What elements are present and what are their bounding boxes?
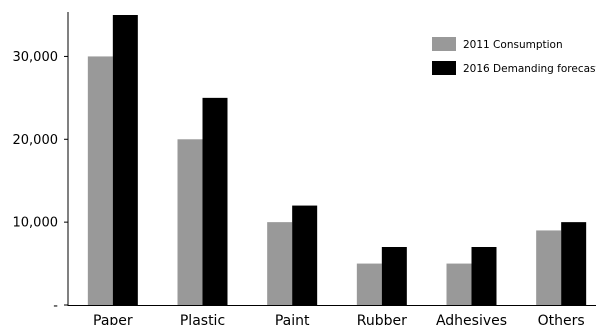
axes-layer xyxy=(67,12,596,306)
y-tick-label: 10,000 xyxy=(13,216,59,231)
bar-others-series-1 xyxy=(536,230,562,305)
y-ticks-layer: - 10,000 20,000 30,000 xyxy=(13,50,68,314)
bar-paint-series-1 xyxy=(267,222,293,305)
bar-others-series-2 xyxy=(561,222,587,305)
bar-adhesives-series-1 xyxy=(446,263,472,305)
x-tick-labels-layer: Paper Plastic Paint Rubber Adhesives Others xyxy=(93,313,585,329)
x-tick-label: Adhesives xyxy=(436,313,507,325)
legend-swatch-series-2 xyxy=(432,61,456,75)
y-tick-label: - xyxy=(53,299,58,314)
bar-adhesives-series-2 xyxy=(471,247,497,305)
x-tick-label: Paper xyxy=(93,313,133,325)
bars-layer xyxy=(87,15,587,306)
x-tick-label: Rubber xyxy=(357,313,407,325)
legend-label-series-1: 2011 Consumption xyxy=(463,39,563,51)
bar-plastic-series-1 xyxy=(177,139,203,305)
x-tick-label: Plastic xyxy=(180,313,225,325)
bar-paper-series-2 xyxy=(112,15,138,305)
legend-swatch-series-1 xyxy=(432,37,456,51)
x-tick-label: Others xyxy=(538,313,585,325)
bar-paper-series-1 xyxy=(87,56,113,306)
bar-rubber-series-1 xyxy=(356,263,382,305)
x-tick-label: Paint xyxy=(275,313,310,325)
y-tick-label: 20,000 xyxy=(13,133,59,148)
bar-paint-series-2 xyxy=(292,205,318,305)
bar-plastic-series-2 xyxy=(202,97,228,305)
legend-label-series-2: 2016 Demanding forecasting xyxy=(463,63,596,75)
legend: 2011 Consumption 2016 Demanding forecasti… xyxy=(432,37,596,75)
y-tick-label: 30,000 xyxy=(13,50,59,65)
bar-rubber-series-2 xyxy=(381,247,407,305)
